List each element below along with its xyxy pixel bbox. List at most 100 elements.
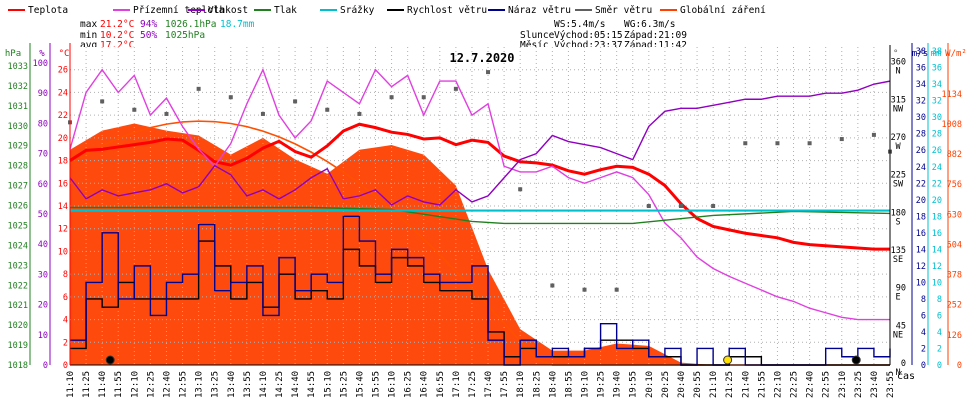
axis-tick-percent: 70 [38,150,48,160]
axis-tick-hpa: 1024 [8,241,28,251]
axis-tick-mm: 20 [932,196,942,206]
axis-tick-ms: 20 [916,196,926,206]
smer-vetru-point [807,141,812,146]
stats-max-temp: 21.2°C [100,19,134,30]
axis-tick-hpa: 1026 [8,202,28,212]
axis-tick-mm: 38 [932,47,942,57]
axis-tick-mm: 6 [937,311,942,321]
smer-vetru-point [389,95,394,100]
x-axis-tick: 21:55 [757,371,767,398]
axis-tick-mm: 34 [932,80,942,90]
axis-tick-hpa: 1030 [8,122,28,132]
axis-tick-celsius: 0 [63,361,68,371]
x-axis-tick: 22:10 [773,371,783,398]
axis-tick-celsius: 2 [63,338,68,348]
axis-title-celsius: °C [59,49,70,59]
stats-moon-rise: Východ:23:37 [554,40,623,51]
stats-ws: WS:5.4m/s [554,19,605,30]
axis-tick-ms: 4 [921,328,926,338]
x-axis-tick: 16:40 [420,371,430,398]
axis-tick-direction: 270 [891,133,906,143]
smer-vetru-point [196,86,201,91]
axis-tick-mm: 4 [937,328,942,338]
stats-min-hum: 50% [140,30,157,41]
x-axis-tick: 19:10 [581,371,591,398]
stats-wg: WG:6.3m/s [624,19,675,30]
axis-tick-direction-name: N [895,368,900,378]
axis-title-mm: mm [931,49,942,59]
axis-tick-direction-name: E [895,293,900,303]
x-axis-tick: 12:55 [179,371,189,398]
axis-tick-ms: 10 [916,278,926,288]
x-axis-tick: 23:10 [838,371,848,398]
plot-area [68,47,892,366]
axis-tick-celsius: 24 [58,88,68,98]
smer-vetru-point [518,187,523,192]
axis-tick-wm: 1008 [942,120,962,130]
axis-tick-mm: 2 [937,344,942,354]
x-axis-tick: 18:10 [516,371,526,398]
x-axis-tick: 14:10 [259,371,269,398]
stats-max-label: max [80,19,97,30]
smer-vetru-point [453,86,458,91]
x-axis-tick: 23:40 [870,371,880,398]
globalni-zareni-area [70,123,890,365]
smer-vetru-point [357,111,362,116]
axis-tick-mm: 32 [932,97,942,107]
x-axis-tick: 19:40 [613,371,623,398]
axis-tick-celsius: 16 [58,179,68,189]
axis-tick-ms: 14 [916,245,926,255]
teplota-line [69,122,890,251]
stats-min-press: 1025hPa [165,30,205,41]
stats-sun-rise: Východ:05:15 [554,30,623,41]
x-axis-tick: 16:25 [404,371,414,398]
x-axis-tick: 13:10 [195,371,205,398]
stats-mesic-label: Měsíc [520,40,549,51]
axis-tick-ms: 0 [921,361,926,371]
x-axis-tick: 20:55 [693,371,703,398]
smer-vetru-point [260,111,265,116]
axis-tick-wm: 378 [947,271,962,281]
stats-slunce-label: Slunce [520,30,555,41]
axis-tick-celsius: 22 [58,111,68,121]
x-axis-tick: 17:25 [468,371,478,398]
x-axis-tick: 21:40 [741,371,751,398]
axis-title-ms: m/s [912,49,928,59]
x-axis-tick: 12:40 [162,371,172,398]
axis-tick-direction-name: W [895,142,901,152]
axis-tick-hpa: 1032 [8,82,28,92]
axis-tick-wm: 882 [947,150,962,160]
axis-tick-ms: 28 [916,130,926,140]
x-axis-tick: 23:25 [854,371,864,398]
axis-tick-mm: 30 [932,113,942,123]
axis-tick-direction: 90 [896,284,906,294]
sunrise-marker [105,355,115,365]
x-axis-tick: 22:55 [822,371,832,398]
smer-vetru-point [614,287,619,292]
stats-max-rain: 18.7mm [220,19,255,30]
axis-tick-mm: 36 [932,64,942,74]
vlhkost-line [69,80,891,206]
axis-tick-celsius: 18 [58,157,68,167]
axis-tick-percent: 80 [38,119,48,129]
axis-tick-hpa: 1018 [8,361,28,371]
smer-vetru-point [100,99,105,104]
axis-tick-celsius: 4 [63,316,68,326]
smer-vetru-point [678,204,683,208]
axis-tick-ms: 34 [916,80,926,90]
axis-tick-celsius: 20 [58,134,68,144]
axis-title-hpa: hPa [5,49,21,59]
axis-tick-percent: 20 [38,301,48,311]
axis-tick-hpa: 1022 [8,281,28,291]
stats-max-hum: 94% [140,19,157,30]
axis-tick-mm: 12 [932,262,942,272]
axis-tick-celsius: 12 [58,225,68,235]
x-axis-tick: 11:10 [66,371,76,398]
axis-tick-hpa: 1025 [8,221,28,231]
axis-tick-hpa: 1028 [8,162,28,172]
axis-tick-ms: 2 [921,344,926,354]
legend-label: Přízemní teplota [133,5,225,16]
stats-min-label: min [80,30,97,41]
smer-vetru-point [164,111,169,116]
axis-tick-mm: 28 [932,130,942,140]
